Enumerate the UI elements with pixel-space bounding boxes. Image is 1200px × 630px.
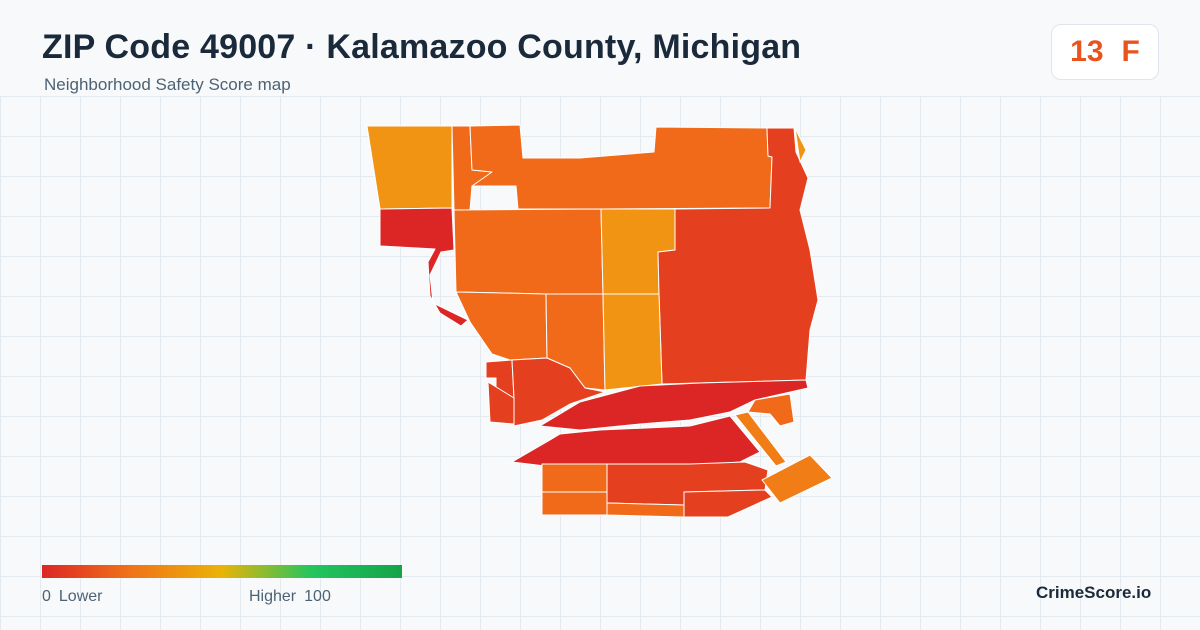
- page-title: ZIP Code 49007 · Kalamazoo County, Michi…: [42, 28, 802, 66]
- legend-color-scale: [42, 565, 402, 578]
- map-region-south-low-b[interactable]: [541, 491, 608, 516]
- safety-score-grade: F: [1121, 35, 1140, 68]
- map-region-west-red[interactable]: [379, 207, 469, 327]
- map-region-central-west[interactable]: [453, 208, 604, 295]
- map-region-southeast-strip[interactable]: [734, 411, 787, 467]
- map-region-east-red[interactable]: [657, 127, 819, 385]
- map-region-south-low-e[interactable]: [683, 489, 773, 518]
- map-region-south-yellow[interactable]: [602, 293, 663, 391]
- map-region-southwest-a[interactable]: [455, 291, 548, 361]
- legend-max-value: 100: [304, 588, 331, 605]
- map-region-diagonal-band-upper[interactable]: [539, 379, 809, 431]
- brand-logo-text: CrimeScore.io: [1036, 583, 1152, 602]
- map-region-northwest[interactable]: [366, 125, 453, 210]
- map-region-southeast-box[interactable]: [761, 454, 833, 504]
- page-subtitle: Neighborhood Safety Score map: [44, 75, 291, 94]
- map-region-north-central[interactable]: [469, 124, 773, 210]
- map-region-northeast-sliver[interactable]: [794, 127, 807, 163]
- map-region-south-central[interactable]: [511, 357, 606, 427]
- legend-max-label: Higher: [249, 588, 297, 605]
- map-region-south-low-d[interactable]: [606, 502, 685, 518]
- safety-score-badge: 13 F: [1051, 24, 1159, 80]
- map-region-south-low-a[interactable]: [541, 463, 608, 493]
- safety-score-value: 13: [1070, 35, 1104, 68]
- legend-high-label: Higher 100: [249, 588, 339, 606]
- legend-min-value: 0: [42, 588, 51, 605]
- legend-low-label: 0 Lower: [42, 588, 110, 606]
- legend-min-label: Lower: [58, 588, 103, 605]
